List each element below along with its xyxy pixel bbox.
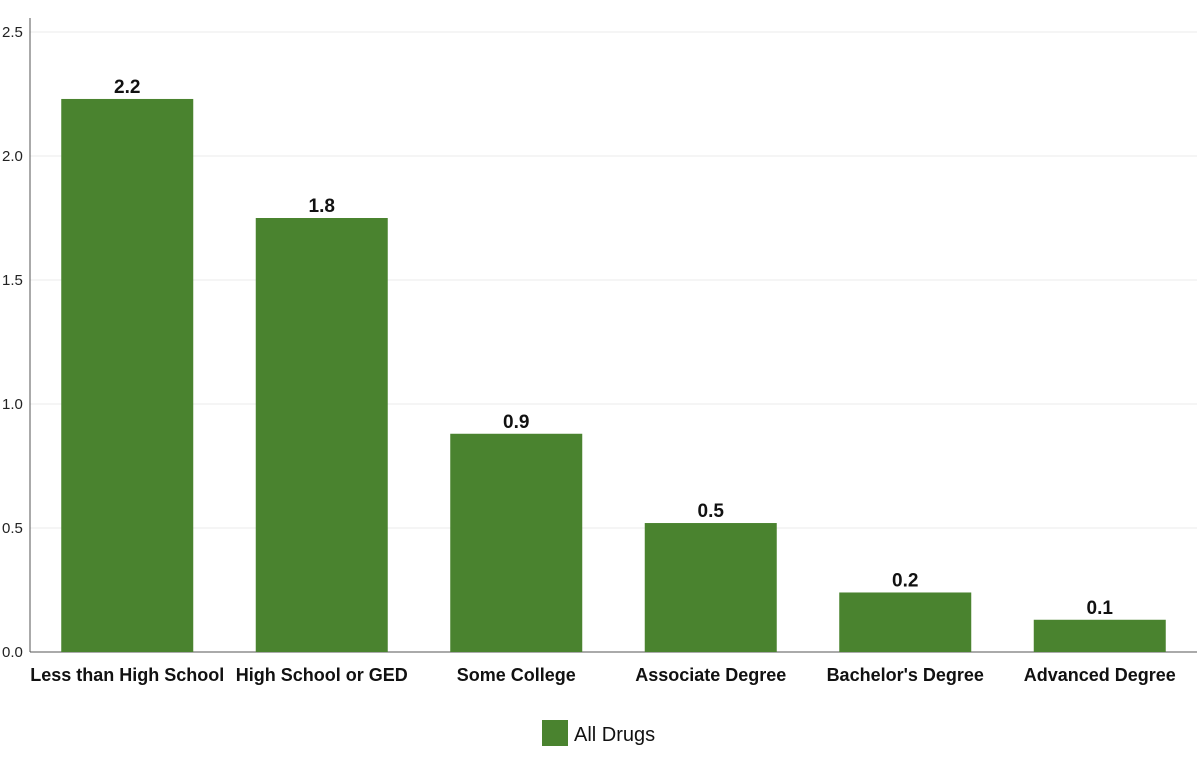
x-category-label: Associate Degree	[635, 665, 786, 685]
bar-value-label: 0.5	[698, 501, 725, 522]
bar[interactable]	[61, 98, 194, 652]
axes	[29, 18, 1197, 653]
bar-value-label: 0.2	[892, 570, 918, 591]
y-tick-label: 1.0	[2, 396, 23, 413]
y-tick-label: 2.5	[2, 24, 23, 41]
bar[interactable]	[839, 592, 972, 652]
data-labels: 2.2 1.8 0.9 0.5 0.2 0.1	[114, 77, 1113, 619]
bar-value-label: 1.8	[309, 196, 335, 217]
bar[interactable]	[1033, 619, 1166, 652]
x-category-labels: Less than High School High School or GED S…	[30, 665, 1176, 685]
y-tick-label: 0.5	[2, 520, 23, 537]
bar[interactable]	[644, 523, 777, 652]
y-tick-label: 2.0	[2, 148, 23, 165]
y-tick-labels: 0.0 0.5 1.0 1.5 2.0 2.5	[2, 24, 23, 661]
bar[interactable]	[255, 218, 388, 652]
x-category-label: High School or GED	[236, 665, 408, 685]
gridlines	[30, 31, 1197, 529]
bar-value-label: 0.1	[1087, 598, 1114, 619]
legend[interactable]: All Drugs	[542, 720, 655, 746]
bar-value-label: 0.9	[503, 412, 529, 433]
y-tick-label: 1.5	[2, 272, 23, 289]
legend-swatch	[542, 720, 568, 746]
x-category-label: Some College	[457, 665, 576, 685]
x-category-label: Bachelor's Degree	[827, 665, 984, 685]
legend-label: All Drugs	[574, 724, 655, 746]
bar[interactable]	[450, 433, 583, 652]
x-category-label: Advanced Degree	[1024, 665, 1176, 685]
x-category-label: Less than High School	[30, 665, 224, 685]
y-tick-label: 0.0	[2, 644, 23, 661]
bars	[61, 98, 1166, 652]
bar-value-label: 2.2	[114, 77, 140, 98]
